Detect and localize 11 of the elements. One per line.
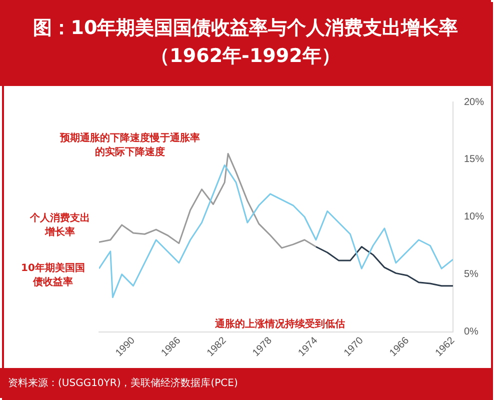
chart-title: 图：10年期美国国债收益率与个人消费支出增长率（1962年-1992年）	[0, 0, 491, 86]
y-tick-label: 20%	[464, 96, 484, 108]
y-tick-label: 5%	[464, 269, 479, 280]
text: 10年期美国国债收益率	[20, 262, 86, 289]
y-tick-label: 10%	[464, 212, 484, 223]
annotation: 通胀的上涨情况持续受到低估	[214, 318, 346, 332]
text: 个人消费支出增长率	[30, 212, 90, 239]
annotation: 预期通胀的下降速度慢于通胀率的实际下降速度	[60, 132, 200, 159]
y-tick-label: 15%	[464, 154, 484, 166]
text: 资料来源：(USGG10YR)，美联储经济数据库(PCE)	[0, 368, 491, 398]
y-tick-label: 0%	[464, 326, 479, 338]
